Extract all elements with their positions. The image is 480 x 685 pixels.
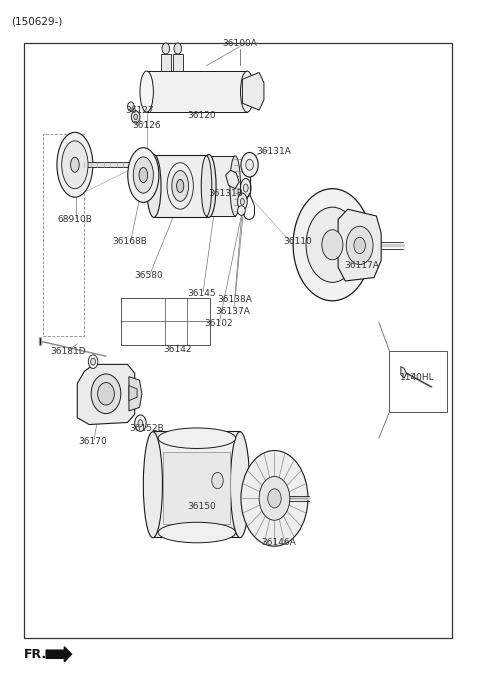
Text: 36138A: 36138A xyxy=(218,295,252,304)
Circle shape xyxy=(135,415,146,432)
Text: 36102: 36102 xyxy=(204,319,233,328)
Circle shape xyxy=(132,111,140,123)
Text: (150629-): (150629-) xyxy=(11,16,62,26)
Text: 36168B: 36168B xyxy=(112,237,147,246)
Ellipse shape xyxy=(71,158,79,173)
Circle shape xyxy=(88,355,98,369)
Ellipse shape xyxy=(97,382,114,405)
Text: 36120: 36120 xyxy=(187,111,216,120)
Circle shape xyxy=(162,43,169,54)
Ellipse shape xyxy=(230,432,250,538)
Ellipse shape xyxy=(147,155,161,217)
Ellipse shape xyxy=(140,71,154,112)
Text: 1140HL: 1140HL xyxy=(400,373,434,382)
Bar xyxy=(121,298,210,345)
Text: 36181D: 36181D xyxy=(50,347,85,356)
FancyArrow shape xyxy=(46,647,72,662)
Polygon shape xyxy=(242,73,264,110)
Text: 36145: 36145 xyxy=(187,289,216,298)
Ellipse shape xyxy=(240,178,251,197)
Polygon shape xyxy=(226,171,239,188)
Polygon shape xyxy=(129,377,142,411)
Circle shape xyxy=(354,237,365,253)
Text: 36142: 36142 xyxy=(164,345,192,354)
Ellipse shape xyxy=(128,148,159,202)
Text: 36146A: 36146A xyxy=(261,538,296,547)
Text: 36131B: 36131B xyxy=(208,189,243,198)
Ellipse shape xyxy=(57,132,93,197)
Polygon shape xyxy=(75,162,135,168)
Text: 36137A: 36137A xyxy=(216,307,250,316)
Polygon shape xyxy=(154,155,209,217)
Circle shape xyxy=(268,489,281,508)
Circle shape xyxy=(128,102,134,112)
Text: 36580: 36580 xyxy=(135,271,163,280)
Ellipse shape xyxy=(177,179,184,192)
Circle shape xyxy=(241,451,308,546)
Text: 36170: 36170 xyxy=(79,437,108,446)
Circle shape xyxy=(246,160,253,171)
Ellipse shape xyxy=(238,206,245,215)
Circle shape xyxy=(306,207,359,282)
Text: 36127: 36127 xyxy=(125,105,154,114)
Polygon shape xyxy=(401,366,407,378)
Circle shape xyxy=(212,473,223,489)
Polygon shape xyxy=(77,364,135,425)
Polygon shape xyxy=(147,71,247,112)
Bar xyxy=(161,54,170,71)
Ellipse shape xyxy=(133,157,154,193)
Bar xyxy=(389,351,447,412)
Bar xyxy=(173,54,182,71)
Ellipse shape xyxy=(201,156,212,216)
Text: 68910B: 68910B xyxy=(58,215,92,224)
Circle shape xyxy=(138,420,143,427)
Ellipse shape xyxy=(91,374,121,414)
Ellipse shape xyxy=(62,141,88,188)
Text: 36131A: 36131A xyxy=(256,147,291,155)
Ellipse shape xyxy=(243,184,248,192)
Ellipse shape xyxy=(240,198,244,205)
Polygon shape xyxy=(338,209,381,281)
Polygon shape xyxy=(206,156,235,216)
Ellipse shape xyxy=(230,156,240,216)
Bar xyxy=(24,43,452,638)
Ellipse shape xyxy=(144,432,162,538)
Text: 36100A: 36100A xyxy=(223,38,257,47)
Ellipse shape xyxy=(240,71,254,112)
Ellipse shape xyxy=(238,193,247,210)
Ellipse shape xyxy=(202,155,216,217)
Polygon shape xyxy=(163,452,230,523)
Circle shape xyxy=(346,226,373,264)
Text: 36152B: 36152B xyxy=(129,424,164,433)
Ellipse shape xyxy=(158,522,236,543)
Circle shape xyxy=(259,477,290,520)
Ellipse shape xyxy=(172,171,189,201)
Circle shape xyxy=(134,114,138,120)
Ellipse shape xyxy=(158,428,236,449)
Circle shape xyxy=(241,153,258,177)
Text: FR.: FR. xyxy=(24,648,47,661)
Circle shape xyxy=(91,358,96,365)
Text: 36126: 36126 xyxy=(132,121,161,129)
Circle shape xyxy=(322,229,343,260)
Ellipse shape xyxy=(139,168,148,182)
Circle shape xyxy=(293,188,372,301)
Polygon shape xyxy=(129,386,137,401)
Text: 36110: 36110 xyxy=(283,237,312,246)
Polygon shape xyxy=(153,432,240,537)
Text: 36117A: 36117A xyxy=(345,262,380,271)
Text: 36150: 36150 xyxy=(187,502,216,511)
Circle shape xyxy=(174,43,181,54)
